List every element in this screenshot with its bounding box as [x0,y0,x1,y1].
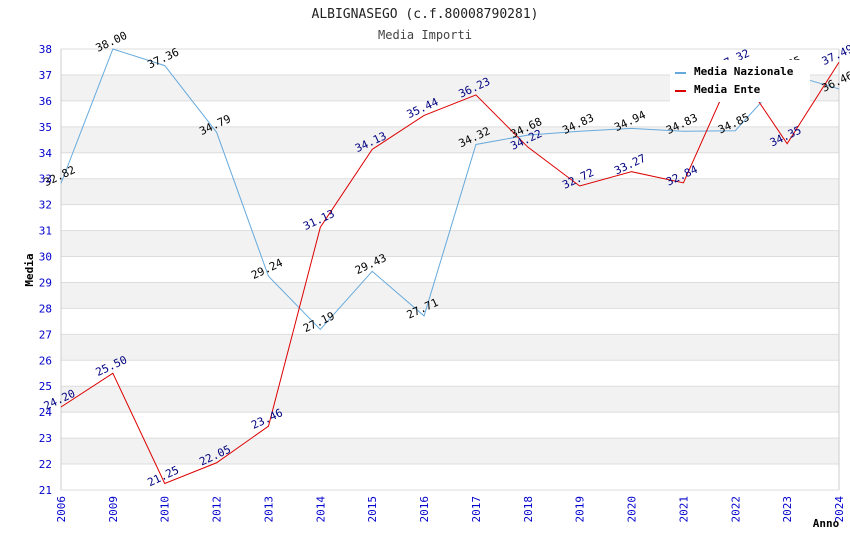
y-tick-label: 23 [39,432,52,445]
grid-band [61,308,839,335]
x-tick-label: 2015 [366,496,379,523]
x-axis-label: Anno [813,517,840,530]
y-tick-label: 34 [39,147,53,160]
y-tick-label: 33 [39,173,52,186]
y-tick-label: 29 [39,276,52,289]
grid-band [61,282,839,309]
x-tick-label: 2006 [55,496,68,523]
grid-band [61,438,839,465]
x-tick-label: 2012 [211,496,224,523]
series-line-media-ente [60,61,840,485]
series-line-media-nazionale [60,48,840,331]
legend-label-media-nazionale: Media Nazionale [694,65,794,78]
x-tick-label: 2017 [470,496,483,523]
x-tick-label: 2016 [418,496,431,523]
y-axis-label: Media [23,253,36,286]
chart-title: ALBIGNASEGO (c.f.80008790281) [312,7,539,22]
y-axis-ticks: 21 22 23 24 25 26 27 28 29 30 31 32 33 34 35 36 37 38 [39,43,53,497]
grid-band [61,464,839,490]
x-tick-label: 2018 [522,496,535,523]
y-tick-label: 38 [39,43,52,56]
grid-band [61,178,839,205]
x-tick-label: 2014 [314,496,327,523]
grid-bands [60,48,840,491]
y-tick-label: 26 [39,354,52,367]
x-tick-label: 2019 [574,496,587,523]
y-tick-label: 35 [39,121,52,134]
x-tick-label: 2022 [729,496,742,523]
x-tick-label: 2021 [677,496,690,523]
x-tick-label: 2013 [262,496,275,523]
grid-band [61,204,839,231]
series-lines [60,48,840,485]
grid-band [61,412,839,439]
grid-band [61,152,839,179]
y-tick-label: 36 [39,95,52,108]
y-tick-label: 30 [39,251,52,264]
y-tick-label: 32 [39,199,52,212]
grid-band [61,386,839,413]
x-tick-label: 2023 [781,496,794,523]
y-tick-label: 27 [39,328,52,341]
x-tick-label: 2020 [626,496,639,523]
x-tick-label: 2010 [159,496,172,523]
y-tick-label: 28 [39,302,52,315]
y-tick-label: 21 [39,484,52,497]
grid-band [61,360,839,387]
legend-label-media-ente: Media Ente [694,83,761,96]
y-tick-label: 22 [39,458,52,471]
y-tick-label: 24 [39,406,53,419]
chart-subtitle: Media Importi [378,28,472,42]
x-tick-label: 2024 [833,496,846,523]
y-tick-label: 37 [39,69,52,82]
legend: Media Nazionale Media Ente [670,60,810,102]
grid-band [61,230,839,257]
grid-band [61,256,839,283]
y-tick-label: 31 [39,225,52,238]
y-tick-label: 25 [39,380,52,393]
x-axis-ticks: 2006 2009 2010 2012 2013 2014 2015 2016 2017 2018… [55,496,846,523]
x-tick-label: 2009 [107,496,120,523]
grid-band [61,334,839,361]
legend-background [670,60,810,102]
